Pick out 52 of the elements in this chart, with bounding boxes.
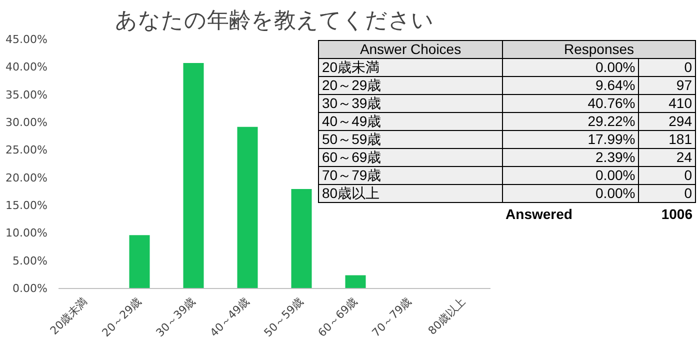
bar	[183, 62, 204, 288]
text: 410	[638, 94, 696, 112]
y-tick-label: 10.00%	[6, 226, 48, 240]
y-tick-label: 25.00%	[6, 144, 48, 157]
bar	[345, 275, 366, 288]
y-tick-label: 35.00%	[6, 88, 48, 102]
text: 0	[638, 58, 696, 76]
x-tick-label: 20～29歳	[100, 294, 144, 340]
text: 97	[638, 76, 696, 94]
y-tick-label: 5.00%	[12, 254, 48, 268]
text: Responses	[502, 40, 696, 58]
bar	[129, 235, 150, 288]
annotation: Answer Choices	[318, 40, 503, 58]
text: 0.00%	[502, 166, 639, 184]
bar	[291, 188, 312, 288]
annotation: 20～29歳	[318, 76, 503, 94]
text: 1006	[660, 205, 694, 224]
x-tick-label: 50～59歳	[262, 294, 306, 340]
y-tick-label: 30.00%	[6, 116, 48, 129]
bar	[237, 126, 258, 288]
text: 9.64%	[502, 76, 639, 94]
text: Answered	[504, 205, 574, 224]
annotation: 80歳以上	[318, 184, 503, 202]
annotation: 70～79歳	[318, 166, 503, 184]
annotation: 40～49歳	[318, 112, 503, 130]
y-tick-label: 40.00%	[6, 60, 48, 74]
annotation: 30～39歳	[318, 94, 503, 112]
x-tick-label: 30～39歳	[154, 294, 198, 340]
y-tick-label: 0.00%	[12, 282, 48, 295]
y-tick-label: 45.00%	[6, 33, 48, 46]
chart-title: あなたの年齢を教えてください	[115, 8, 434, 34]
y-tick-label: 20.00%	[6, 171, 48, 184]
text: 0	[638, 166, 696, 184]
x-tick-label: 20歳未満	[48, 294, 90, 338]
text: 2.39%	[502, 148, 639, 166]
annotation: 60～69歳	[318, 148, 503, 166]
text: 40.76%	[502, 94, 639, 112]
text: 0	[638, 184, 696, 202]
text: 0.00%	[502, 184, 639, 202]
x-tick-label: 80歳以上	[426, 294, 468, 338]
x-tick-label: 70～79歳	[370, 294, 414, 340]
text: 181	[638, 130, 696, 148]
annotation: 50～59歳	[318, 130, 503, 148]
text: 24	[638, 148, 696, 166]
text: 0.00%	[502, 58, 639, 76]
annotation: 20歳未満	[318, 58, 503, 76]
text: 29.22%	[502, 112, 639, 130]
x-tick-label: 40～49歳	[208, 294, 252, 340]
y-tick-label: 15.00%	[6, 199, 48, 212]
text: 294	[638, 112, 696, 130]
x-tick-label: 60～69歳	[316, 294, 360, 340]
text: 17.99%	[502, 130, 639, 148]
